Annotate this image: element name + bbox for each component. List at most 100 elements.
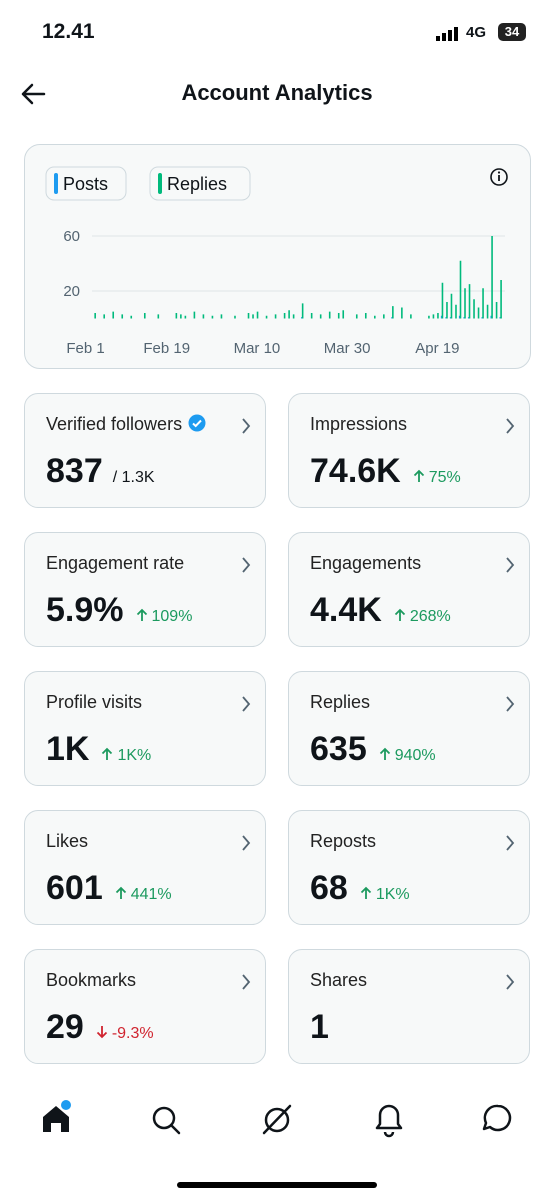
stat-change-text: 1K% [375,886,410,903]
chevron [506,696,515,712]
stat-label-text: Impressions [310,414,408,434]
stat-label: Reposts [310,831,376,852]
stat-change: 441% [115,886,172,903]
bar [184,315,187,319]
stat-card[interactable]: Replies 635 940% [288,671,530,786]
back-button[interactable] [20,82,46,106]
stat-label-text: Shares [310,970,368,990]
stat-card[interactable]: Shares 1 [288,949,530,1064]
x-tick-label: Feb 1 [66,340,104,357]
stat-value: 4.4K [310,591,382,629]
nav-messages[interactable] [482,1104,512,1132]
bar [458,315,461,319]
bar [193,311,196,319]
stat-card[interactable]: Bookmarks 29 -9.3% [24,949,266,1064]
chevron [242,696,251,712]
stat-value-row: 837 / 1.3K [46,452,155,491]
stat-label-text: Reposts [310,831,377,851]
stat-label: Verified followers [46,414,206,435]
info-icon [490,168,508,186]
stat-card[interactable]: Engagements 4.4K 268% [288,532,530,647]
bar [234,315,236,319]
trend-arrow [102,747,113,760]
stat-change: 1K% [360,886,410,903]
bar [130,315,133,319]
stat-label-text: Engagements [310,553,422,573]
stat-value: 601 [46,869,103,907]
stat-label-text: Bookmarks [46,970,137,990]
stat-label-text: Replies [310,692,371,712]
stat-card[interactable]: Verified followers 837 / 1.3K [24,393,266,508]
stat-value: 1 [310,1008,329,1046]
stat-value: 29 [46,1008,84,1046]
bar [103,314,105,319]
bar [265,315,268,319]
nav-notifications[interactable] [375,1104,403,1138]
nav-grok[interactable] [262,1104,292,1135]
stat-label: Profile visits [46,692,142,713]
bar [441,282,444,319]
bar [486,304,489,319]
stat-label-text: Profile visits [46,692,143,712]
y-tick-label: 60 [63,228,80,245]
stat-card[interactable]: Reposts 68 1K% [288,810,530,925]
info-circle [490,168,508,186]
stat-change: 1K% [101,747,151,764]
stat-card[interactable]: Profile visits 1K 1K% [24,671,266,786]
stat-sub: / 1.3K [112,469,155,486]
x-tick-label: Mar 10 [234,340,281,357]
bottom-nav [43,1100,512,1188]
stat-card[interactable]: Likes 601 441% [24,810,266,925]
bar [364,313,367,319]
bar [355,314,358,319]
stat-label: Engagements [310,553,421,574]
stat-label: Shares [310,970,367,991]
stat-change-text: 1K% [117,747,152,764]
nav-search[interactable] [152,1106,181,1135]
bar [211,315,214,319]
network: 4G [466,24,487,41]
stat-change: 940% [379,747,436,764]
stat-label-text: Likes [46,831,89,851]
bar [157,314,160,319]
bar [401,307,403,319]
signal-icon [436,27,458,41]
chevron [242,974,251,990]
page-title: Account Analytics [181,80,373,105]
legend-swatch [54,173,58,194]
bar [491,236,493,319]
bar [337,313,340,319]
trend-arrow [115,886,126,899]
x-tick-label: Apr 19 [415,340,459,357]
stat-change-text: 268% [409,608,451,625]
home-indicator [177,1182,377,1188]
bar [288,310,290,319]
stat-change: -9.3% [96,1025,154,1042]
status-time: 12.41 [42,20,95,43]
bar [455,304,457,319]
stat-change: 268% [394,608,451,625]
trend-arrow [360,886,371,899]
stat-label: Impressions [310,414,407,435]
legend-swatch [158,173,162,194]
bar [459,260,462,319]
bar [374,315,376,319]
trend-arrow [394,608,405,621]
nav-home[interactable] [43,1100,71,1132]
x-tick-label: Mar 30 [324,340,371,357]
stat-value-row: 68 1K% [310,869,410,908]
stat-label-text: Engagement rate [46,553,185,573]
stat-value: 74.6K [310,452,401,490]
bar [112,311,115,319]
trend-arrow [379,747,390,760]
stat-card[interactable]: Engagement rate 5.9% 109% [24,532,266,647]
bar [328,311,331,319]
bar [468,284,471,319]
stat-change-text: 75% [428,469,461,486]
stat-label: Engagement rate [46,553,184,574]
stat-value: 837 [46,452,103,490]
bar [256,311,259,319]
stat-card[interactable]: Impressions 74.6K 75% [288,393,530,508]
stat-value: 1K [46,730,90,768]
info-dot [497,171,501,174]
